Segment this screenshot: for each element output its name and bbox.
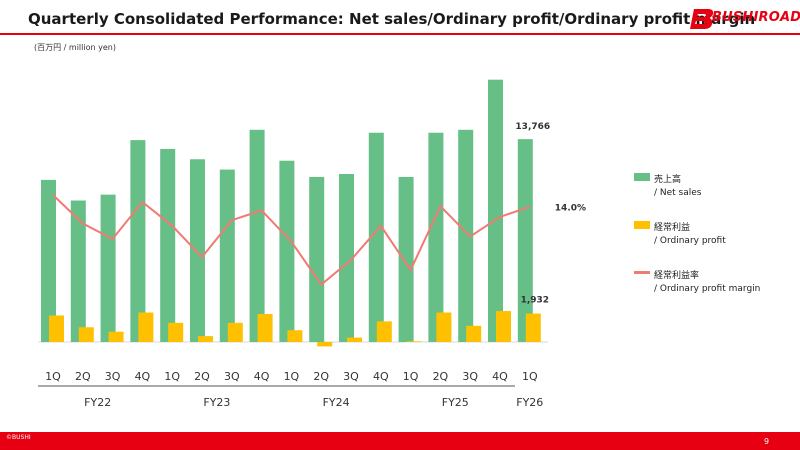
fiscal-year-label-4: FY25 [442,396,469,409]
x-tick-label-11: 3Q [343,370,359,383]
x-tick-label-15: 3Q [462,370,478,383]
bar-ordinary-profit-13 [406,341,422,342]
legend-swatch-profit [634,221,650,229]
bar-net-sales-6 [190,159,205,342]
brand-logo-text: BUSHIROAD [712,10,800,25]
bar-net-sales-9 [279,160,295,342]
bar-net-sales-17 [517,139,533,342]
footer-bar [0,432,800,450]
bar-ordinary-profit-9 [287,330,303,342]
bar-net-sales-15 [458,129,474,342]
bar-ordinary-profit-6 [198,336,213,342]
bar-ordinary-profit-4 [138,312,154,342]
bar-net-sales-11 [339,174,354,342]
x-tick-label-4: 4Q [135,370,151,383]
copyright: ©BUSHI [6,434,31,441]
x-tick-label-6: 2Q [194,370,210,383]
bar-ordinary-profit-14 [436,312,452,342]
x-tick-label-10: 2Q [313,370,329,383]
data-label-profit-last: 1,932 [521,296,549,306]
legend-profit-en: / Ordinary profit [654,236,726,246]
x-tick-label-7: 3Q [224,370,240,383]
bar-net-sales-5 [160,148,176,342]
legend-profit-jp: 経常利益 [654,223,691,233]
x-tick-label-8: 4Q [254,370,270,383]
bar-net-sales-4 [130,140,146,342]
bar-ordinary-profit-17 [525,313,541,342]
unit-label: (百万円 / million yen) [34,43,116,52]
x-tick-label-13: 1Q [403,370,419,383]
x-tick-label-1: 1Q [45,370,61,383]
page-title: Quarterly Consolidated Performance: Net … [28,10,756,28]
legend-margin-en: / Ordinary profit margin [654,284,761,294]
bar-ordinary-profit-12 [376,321,392,342]
bar-net-sales-16 [488,79,503,343]
x-tick-label-5: 1Q [164,370,180,383]
bar-ordinary-profit-10 [317,342,333,347]
performance-chart: 1Q 2Q 3Q 4Q 1Q 2Q 3Q 4Q 1Q 2Q 3Q 4Q 1Q 2Q 3Q 4Q 1Q FY22 FY… [38,79,586,409]
bar-ordinary-profit-15 [466,325,482,342]
fiscal-year-label-3: FY24 [323,396,350,409]
fiscal-year-label-1: FY22 [84,396,111,409]
x-tick-label-9: 1Q [284,370,300,383]
fiscal-year-label-2: FY23 [203,396,230,409]
x-tick-label-16: 4Q [492,370,508,383]
bar-net-sales-1 [41,179,56,342]
page-number: 9 [764,437,770,446]
bar-ordinary-profit-1 [49,315,64,342]
bar-ordinary-profit-3 [108,331,124,342]
x-tick-label-2: 2Q [75,370,91,383]
bar-ordinary-profit-5 [168,322,184,342]
x-tick-label-12: 4Q [373,370,389,383]
bar-ordinary-profit-8 [257,314,273,342]
title-divider [0,33,800,35]
legend-sales-jp: 売上高 [654,175,682,185]
bar-net-sales-3 [100,194,116,342]
legend-margin-jp: 経常利益率 [654,271,700,281]
bar-ordinary-profit-2 [78,327,94,342]
x-tick-label-17: 1Q [522,370,538,383]
bar-ordinary-profit-7 [227,322,243,342]
bar-ordinary-profit-16 [496,311,511,342]
fiscal-year-label-5: FY26 [516,396,543,409]
bar-net-sales-12 [368,132,384,342]
bar-net-sales-2 [70,200,86,342]
x-tick-label-14: 2Q [433,370,449,383]
bar-net-sales-7 [219,169,235,342]
bar-ordinary-profit-11 [347,337,362,342]
data-label-margin-last: 14.0% [555,204,586,214]
x-tick-label-3: 3Q [105,370,121,383]
line-ordinary-profit-margin [52,194,531,287]
bar-net-sales-14 [428,132,444,342]
legend-swatch-sales [634,173,650,181]
legend-sales-en: / Net sales [654,188,702,198]
legend-swatch-margin [634,271,650,274]
data-label-sales-last: 13,766 [515,122,550,132]
brand-logo-mark [690,9,714,29]
bar-net-sales-13 [398,176,414,342]
bar-net-sales-10 [309,176,325,342]
bar-net-sales-8 [249,129,265,342]
